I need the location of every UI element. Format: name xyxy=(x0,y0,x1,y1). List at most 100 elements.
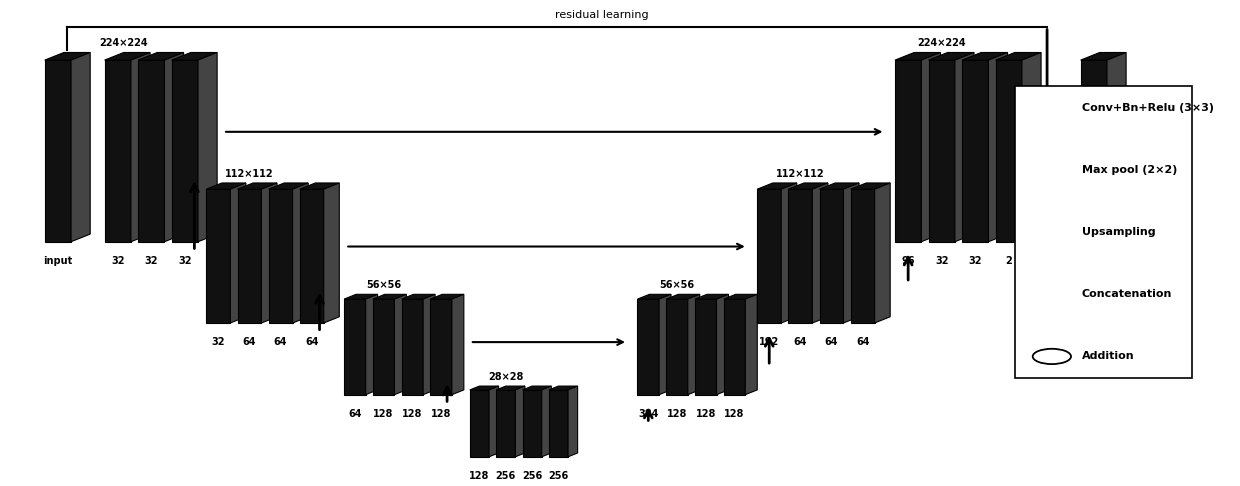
Polygon shape xyxy=(45,52,91,60)
Polygon shape xyxy=(996,52,1042,60)
Polygon shape xyxy=(138,52,184,60)
Polygon shape xyxy=(206,189,231,323)
Polygon shape xyxy=(206,183,246,189)
Text: Upsampling: Upsampling xyxy=(1081,227,1156,237)
Polygon shape xyxy=(131,52,150,242)
Polygon shape xyxy=(104,60,131,242)
Polygon shape xyxy=(637,299,658,395)
Polygon shape xyxy=(373,295,407,299)
Text: input: input xyxy=(43,256,72,266)
Polygon shape xyxy=(568,386,578,457)
Text: 64: 64 xyxy=(348,409,362,419)
Text: 28×28: 28×28 xyxy=(489,372,523,382)
Polygon shape xyxy=(489,386,498,457)
Polygon shape xyxy=(851,183,890,189)
Polygon shape xyxy=(269,183,309,189)
Polygon shape xyxy=(1107,52,1126,242)
Text: 32: 32 xyxy=(935,256,949,266)
Polygon shape xyxy=(688,295,699,395)
Polygon shape xyxy=(851,189,874,323)
Polygon shape xyxy=(988,52,1008,242)
Polygon shape xyxy=(104,52,150,60)
Text: 128: 128 xyxy=(696,409,715,419)
Polygon shape xyxy=(522,386,552,390)
Polygon shape xyxy=(549,390,568,457)
Polygon shape xyxy=(962,52,1008,60)
Polygon shape xyxy=(820,189,843,323)
Polygon shape xyxy=(198,52,217,242)
Polygon shape xyxy=(293,183,309,323)
Polygon shape xyxy=(694,295,729,299)
Text: 128: 128 xyxy=(373,409,394,419)
Text: 32: 32 xyxy=(145,256,157,266)
Text: 96: 96 xyxy=(901,256,915,266)
Polygon shape xyxy=(171,60,198,242)
Text: 64: 64 xyxy=(274,337,288,347)
Polygon shape xyxy=(789,183,828,189)
Text: 192: 192 xyxy=(759,337,780,347)
Polygon shape xyxy=(402,295,435,299)
Polygon shape xyxy=(366,295,378,395)
Polygon shape xyxy=(430,299,451,395)
Polygon shape xyxy=(724,295,758,299)
Polygon shape xyxy=(1080,52,1126,60)
Polygon shape xyxy=(895,52,940,60)
Polygon shape xyxy=(724,299,745,395)
Polygon shape xyxy=(666,295,699,299)
Polygon shape xyxy=(1080,60,1107,242)
Polygon shape xyxy=(781,183,797,323)
Text: Concatenation: Concatenation xyxy=(1081,289,1172,299)
Polygon shape xyxy=(522,390,542,457)
Polygon shape xyxy=(789,189,812,323)
Polygon shape xyxy=(895,60,921,242)
Text: 224×224: 224×224 xyxy=(918,38,966,48)
Text: 56×56: 56×56 xyxy=(660,280,694,290)
Polygon shape xyxy=(262,183,277,323)
Text: 112×112: 112×112 xyxy=(226,169,274,179)
Polygon shape xyxy=(300,189,324,323)
Text: Addition: Addition xyxy=(1081,351,1135,362)
Polygon shape xyxy=(820,183,859,189)
Polygon shape xyxy=(496,390,516,457)
Polygon shape xyxy=(955,52,973,242)
Polygon shape xyxy=(71,52,91,242)
Polygon shape xyxy=(516,386,525,457)
Text: 256: 256 xyxy=(548,471,569,481)
Polygon shape xyxy=(962,60,988,242)
Polygon shape xyxy=(549,386,578,390)
Text: 2: 2 xyxy=(1006,256,1012,266)
Polygon shape xyxy=(430,295,464,299)
Text: 128: 128 xyxy=(469,471,490,481)
Polygon shape xyxy=(921,52,940,242)
Text: 112×112: 112×112 xyxy=(776,169,825,179)
Polygon shape xyxy=(470,386,498,390)
Polygon shape xyxy=(343,295,378,299)
Polygon shape xyxy=(138,60,165,242)
Polygon shape xyxy=(171,52,217,60)
Polygon shape xyxy=(717,295,729,395)
Polygon shape xyxy=(300,183,340,189)
Text: 64: 64 xyxy=(856,337,869,347)
Polygon shape xyxy=(45,60,71,242)
Polygon shape xyxy=(238,183,277,189)
Polygon shape xyxy=(637,295,671,299)
FancyBboxPatch shape xyxy=(1014,87,1192,378)
Text: 32: 32 xyxy=(212,337,226,347)
Text: Max pool (2×2): Max pool (2×2) xyxy=(1081,165,1177,175)
Polygon shape xyxy=(394,295,407,395)
Text: 128: 128 xyxy=(402,409,423,419)
Polygon shape xyxy=(658,295,671,395)
Text: 256: 256 xyxy=(522,471,542,481)
Polygon shape xyxy=(451,295,464,395)
Text: 64: 64 xyxy=(794,337,807,347)
Polygon shape xyxy=(343,299,366,395)
Text: 128: 128 xyxy=(667,409,687,419)
Polygon shape xyxy=(269,189,293,323)
Polygon shape xyxy=(666,299,688,395)
Polygon shape xyxy=(996,60,1022,242)
Polygon shape xyxy=(758,189,781,323)
Polygon shape xyxy=(165,52,184,242)
Text: output: output xyxy=(1075,256,1112,266)
Text: 64: 64 xyxy=(243,337,257,347)
Polygon shape xyxy=(874,183,890,323)
